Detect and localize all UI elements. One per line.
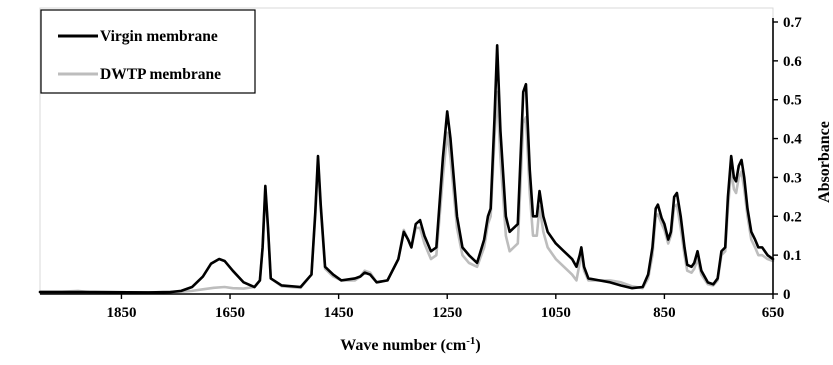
y-tick-label: 0.1 [783,248,802,264]
series-line-virgin-membrane [38,44,775,294]
x-tick-label: 1050 [541,305,571,321]
x-tick-label: 850 [653,305,676,321]
y-axis-title: Absorbance [816,121,833,203]
y-tick-label: 0.2 [783,209,802,225]
x-axis-title-close: ) [475,337,480,354]
x-axis-title-superscript: -1 [466,335,475,347]
y-tick-label: 0.5 [783,93,802,109]
x-axis-title-text: Wave number (cm [340,337,467,354]
x-axis-title: Wave number (cm-1) [340,335,480,354]
series-layer [38,44,775,294]
y-tick-label: 0.4 [783,132,802,148]
x-tick-label: 1250 [432,305,462,321]
y-tick-label: 0.6 [783,54,802,70]
y-tick-label: 0.3 [783,170,802,186]
x-tick-label: 1450 [324,305,354,321]
x-tick-label: 1650 [215,305,245,321]
x-tick-label: 1850 [106,305,136,321]
legend-box [40,9,256,94]
series-line-dwtp-membrane [38,90,775,294]
x-tick-label: 650 [762,305,785,321]
legend-label-virgin-membrane: Virgin membrane [100,28,218,45]
legend: Virgin membrane DWTP membrane [40,9,256,94]
axes-layer: 1850 1650 1450 1250 1050 850 650 0 0.1 0.2 0.3 0.4 0… [40,15,802,321]
legend-label-dwtp-membrane: DWTP membrane [100,66,221,83]
y-tick-label: 0.7 [783,15,802,31]
y-tick-label: 0 [783,287,791,303]
